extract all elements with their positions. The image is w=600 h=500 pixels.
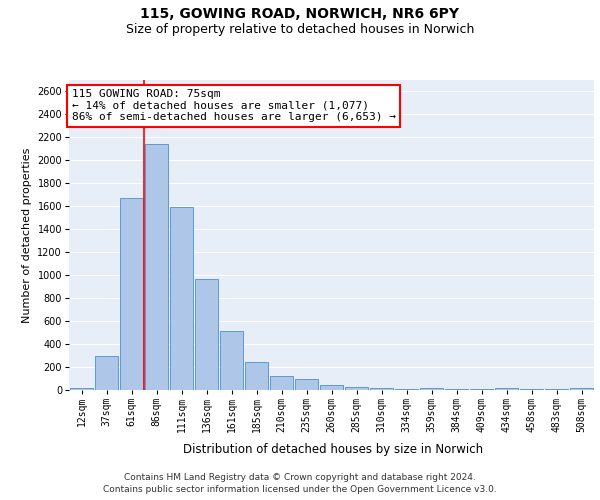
Bar [245, 362, 268, 390]
Bar [270, 376, 293, 390]
Text: Size of property relative to detached houses in Norwich: Size of property relative to detached ho… [126, 22, 474, 36]
Bar [295, 378, 318, 390]
Bar [70, 388, 93, 390]
Text: 115 GOWING ROAD: 75sqm
← 14% of detached houses are smaller (1,077)
86% of semi-: 115 GOWING ROAD: 75sqm ← 14% of detached… [71, 90, 395, 122]
Text: Contains HM Land Registry data © Crown copyright and database right 2024.: Contains HM Land Registry data © Crown c… [124, 472, 476, 482]
Bar [145, 144, 168, 390]
Bar [220, 332, 243, 390]
Bar [345, 386, 368, 390]
Bar [420, 388, 443, 390]
Bar [370, 388, 393, 390]
Text: Contains public sector information licensed under the Open Government Licence v3: Contains public sector information licen… [103, 485, 497, 494]
Text: Distribution of detached houses by size in Norwich: Distribution of detached houses by size … [183, 442, 483, 456]
Bar [95, 356, 118, 390]
Y-axis label: Number of detached properties: Number of detached properties [22, 148, 32, 322]
Bar [495, 388, 518, 390]
Bar [320, 386, 343, 390]
Text: 115, GOWING ROAD, NORWICH, NR6 6PY: 115, GOWING ROAD, NORWICH, NR6 6PY [140, 8, 460, 22]
Bar [120, 198, 143, 390]
Bar [195, 278, 218, 390]
Bar [570, 388, 593, 390]
Bar [170, 208, 193, 390]
